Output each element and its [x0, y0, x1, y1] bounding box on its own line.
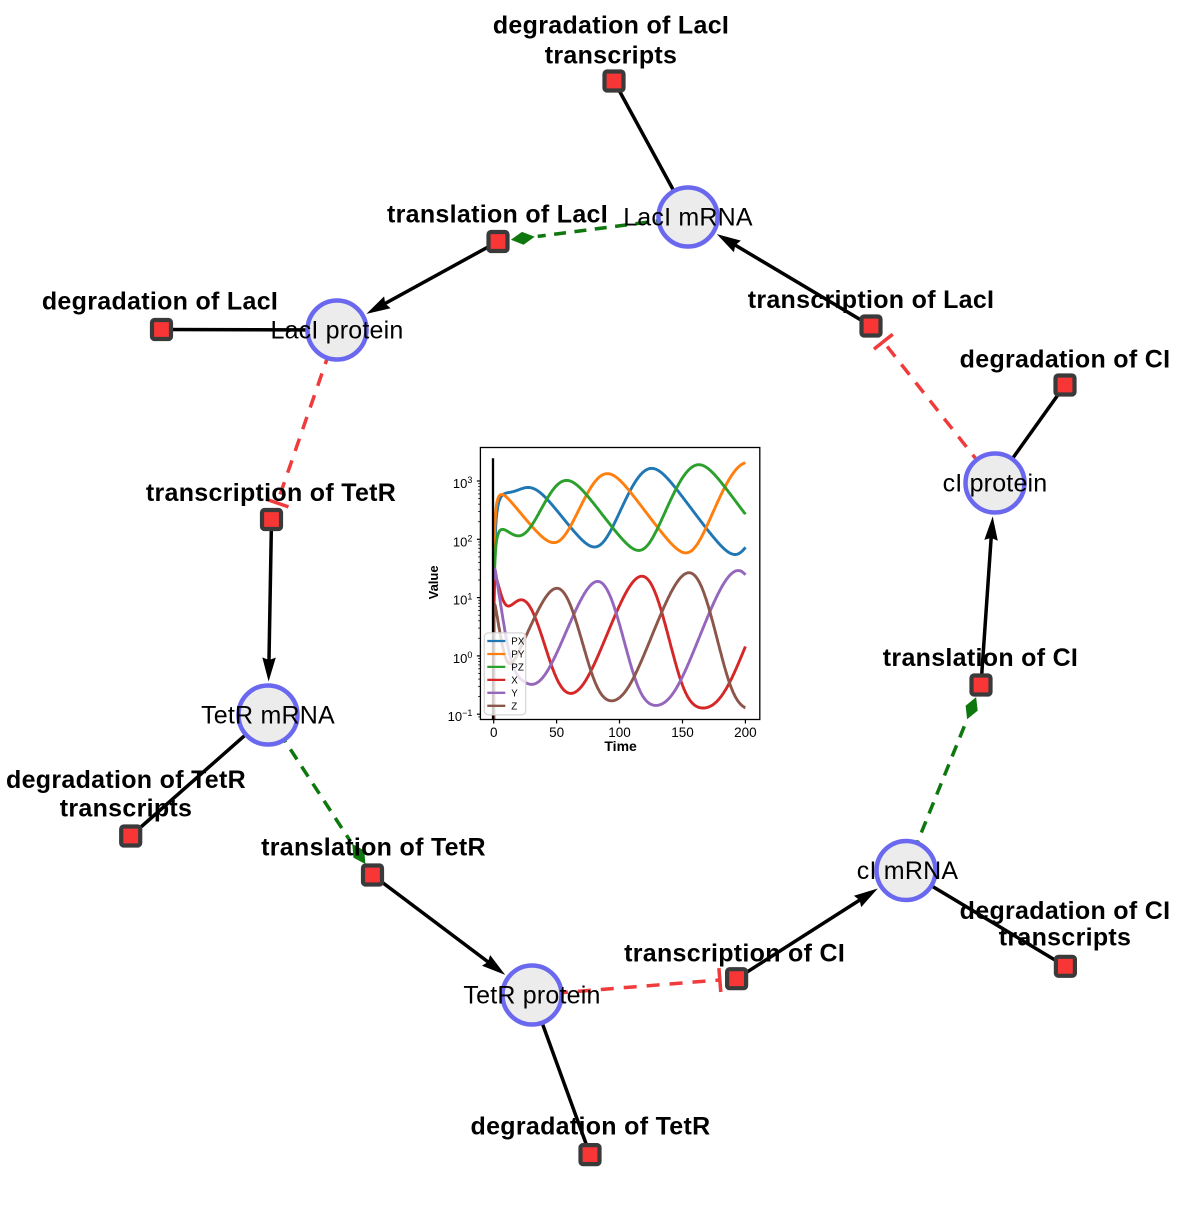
svg-text:TetR protein: TetR protein — [463, 982, 600, 1010]
svg-text:150: 150 — [671, 725, 694, 740]
svg-text:degradation of LacI: degradation of LacI — [42, 288, 278, 316]
svg-text:Z: Z — [511, 701, 517, 712]
svg-text:Value: Value — [426, 565, 441, 599]
svg-text:Y: Y — [511, 688, 518, 699]
svg-text:transcription of CI: transcription of CI — [624, 939, 845, 967]
svg-text:translation of LacI: translation of LacI — [387, 201, 608, 229]
svg-text:LacI protein: LacI protein — [270, 317, 403, 345]
svg-text:degradation of TetR: degradation of TetR — [471, 1113, 711, 1141]
svg-text:PY: PY — [511, 650, 525, 661]
svg-text:100: 100 — [608, 725, 631, 740]
svg-text:transcripts: transcripts — [999, 924, 1132, 952]
svg-text:degradation of CI: degradation of CI — [960, 346, 1171, 374]
svg-text:translation of CI: translation of CI — [883, 644, 1078, 672]
svg-text:LacI mRNA: LacI mRNA — [623, 204, 753, 232]
svg-text:cI protein: cI protein — [943, 470, 1048, 498]
svg-text:transcripts: transcripts — [545, 42, 678, 70]
svg-text:Time: Time — [604, 738, 637, 754]
svg-text:200: 200 — [734, 725, 757, 740]
svg-text:0: 0 — [490, 725, 498, 740]
svg-text:X: X — [511, 675, 518, 686]
svg-text:transcription of LacI: transcription of LacI — [748, 286, 995, 314]
svg-text:PX: PX — [511, 637, 525, 648]
svg-text:cI mRNA: cI mRNA — [857, 857, 959, 885]
svg-text:translation of TetR: translation of TetR — [261, 834, 486, 862]
svg-text:transcripts: transcripts — [60, 795, 193, 823]
svg-text:degradation of CI: degradation of CI — [960, 897, 1171, 925]
svg-text:TetR mRNA: TetR mRNA — [201, 702, 335, 730]
svg-text:degradation of TetR: degradation of TetR — [6, 766, 246, 794]
svg-text:50: 50 — [549, 725, 564, 740]
svg-text:PZ: PZ — [511, 662, 524, 673]
svg-text:transcription of TetR: transcription of TetR — [146, 479, 396, 507]
svg-text:degradation of LacI: degradation of LacI — [493, 12, 729, 40]
